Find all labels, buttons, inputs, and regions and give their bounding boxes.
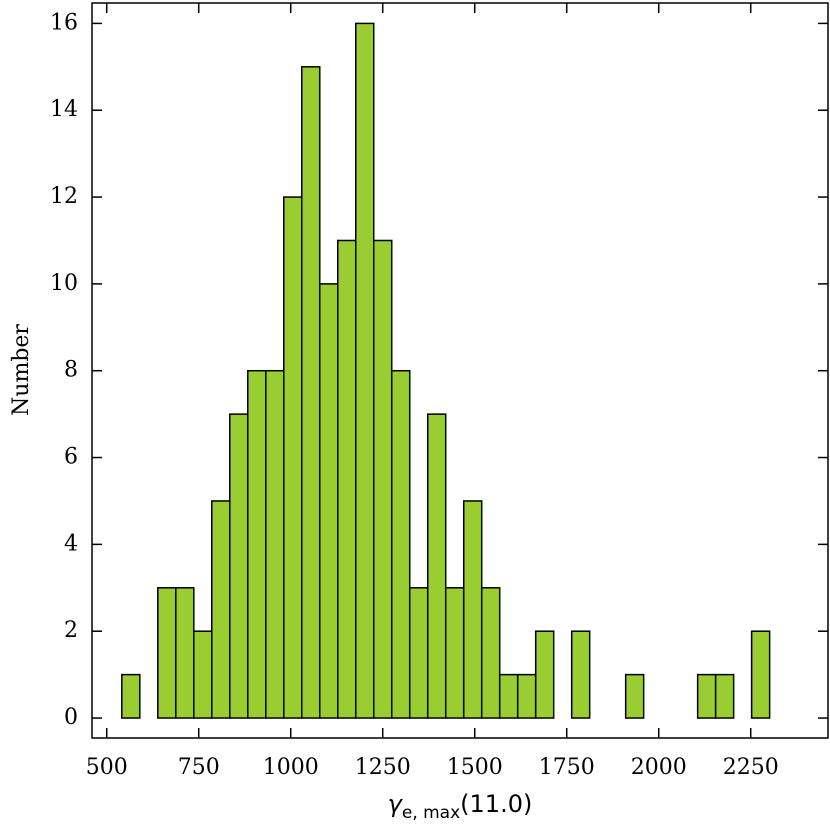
y-tick-label: 12 (50, 184, 78, 209)
bar (426, 413, 447, 719)
bar (570, 630, 591, 719)
bar (444, 587, 465, 719)
x-axis-label: γe, max(11.0) (388, 790, 533, 823)
x-label-symbol: γ (388, 790, 404, 818)
bar (283, 196, 303, 719)
x-label-argument: (11.0) (460, 790, 532, 818)
bar (229, 413, 249, 719)
bar (175, 587, 195, 719)
y-tick-label: 10 (50, 271, 78, 296)
y-axis-label: Number (9, 324, 34, 416)
bar (301, 66, 321, 719)
bar (498, 673, 519, 719)
y-tick-label: 14 (50, 97, 78, 122)
x-tick-label: 500 (86, 755, 128, 780)
y-tick-label: 6 (64, 445, 78, 470)
bar (354, 22, 375, 719)
x-label-subscript: e, max (402, 803, 460, 823)
y-tick-label: 8 (64, 358, 78, 383)
bar (337, 239, 357, 719)
bar (534, 630, 555, 719)
x-tick-label: 1750 (539, 755, 595, 780)
y-tick-label: 0 (64, 705, 78, 730)
y-tick-label: 16 (50, 10, 78, 35)
bar (157, 587, 177, 719)
bar (121, 673, 141, 719)
bar (462, 500, 483, 719)
bar (714, 673, 735, 719)
bar (696, 673, 717, 719)
bar (516, 673, 537, 719)
x-tick-label: 750 (178, 755, 220, 780)
bar (319, 283, 339, 719)
x-tick-label: 2000 (631, 755, 687, 780)
bar (390, 369, 411, 719)
bar (247, 369, 267, 719)
bar (750, 630, 771, 719)
bar (408, 587, 429, 719)
bar (624, 673, 645, 719)
x-tick-label: 2250 (723, 755, 779, 780)
bar (372, 239, 393, 719)
x-tick-label: 1250 (355, 755, 411, 780)
y-tick-label: 2 (64, 618, 78, 643)
bar (193, 630, 213, 719)
x-tick-label: 1500 (447, 755, 503, 780)
bar (480, 587, 501, 719)
bar (265, 369, 285, 719)
y-tick-label: 4 (64, 531, 78, 556)
x-tick-label: 1000 (263, 755, 319, 780)
bar (211, 500, 231, 719)
